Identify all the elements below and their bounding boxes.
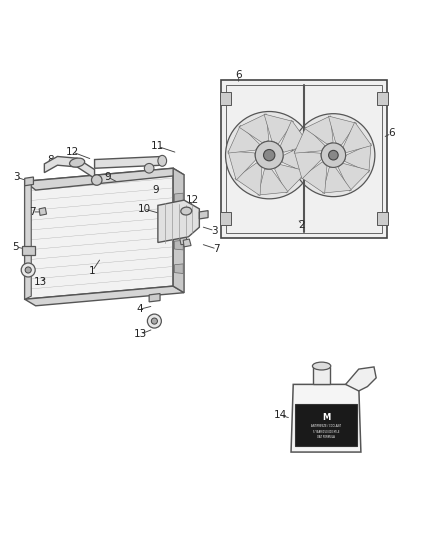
Ellipse shape [158,156,166,166]
Circle shape [25,267,31,273]
Polygon shape [328,116,357,145]
Polygon shape [304,116,333,144]
Polygon shape [174,193,183,203]
Text: 14: 14 [273,410,287,420]
Ellipse shape [312,362,331,370]
Polygon shape [313,367,330,384]
Polygon shape [338,164,370,191]
Polygon shape [158,200,199,243]
Polygon shape [186,220,196,229]
Text: M: M [322,413,330,422]
Polygon shape [295,404,357,446]
Polygon shape [25,179,31,299]
Text: 10: 10 [138,204,151,214]
Polygon shape [239,114,269,142]
Text: 6: 6 [388,128,395,139]
Circle shape [21,263,35,277]
Polygon shape [25,168,184,190]
Text: 3: 3 [13,172,19,182]
Polygon shape [174,264,183,273]
Text: 6: 6 [235,70,242,80]
Circle shape [292,114,375,197]
Text: 9: 9 [152,185,159,195]
Polygon shape [343,122,371,152]
Polygon shape [221,79,387,238]
Polygon shape [44,157,95,179]
Text: 11: 11 [151,141,165,151]
Polygon shape [258,169,288,195]
Polygon shape [282,143,309,173]
Polygon shape [264,114,293,144]
Circle shape [226,111,313,199]
Text: 13: 13 [34,277,47,287]
Ellipse shape [70,158,85,167]
Polygon shape [39,207,46,215]
Polygon shape [291,384,361,452]
Text: 1: 1 [89,266,95,276]
Text: 7: 7 [29,207,35,217]
Text: 12: 12 [186,195,199,205]
Polygon shape [220,212,231,225]
Text: 8: 8 [48,155,54,165]
Polygon shape [323,167,351,193]
Text: 5: 5 [13,242,19,252]
Polygon shape [173,168,184,293]
Polygon shape [378,212,388,225]
Text: 4: 4 [136,304,143,314]
Polygon shape [25,286,184,306]
Text: 7: 7 [213,244,220,254]
Polygon shape [228,125,260,153]
Polygon shape [346,367,376,391]
Polygon shape [183,239,191,247]
Polygon shape [378,92,388,105]
Polygon shape [25,168,173,299]
Polygon shape [301,162,327,193]
Polygon shape [25,177,33,185]
Text: 13: 13 [134,329,147,339]
Text: 9: 9 [104,172,111,182]
Polygon shape [280,120,309,152]
Circle shape [328,150,338,160]
Circle shape [92,175,102,185]
Text: OAT FORMULA: OAT FORMULA [317,435,335,439]
Circle shape [148,314,161,328]
Polygon shape [294,151,321,179]
Ellipse shape [181,207,192,215]
Polygon shape [149,294,160,302]
Polygon shape [174,240,183,250]
Polygon shape [95,157,162,168]
Text: ANTIFREEZE / COOLANT: ANTIFREEZE / COOLANT [311,424,341,428]
Text: 5 YEAR/150,000 MILE: 5 YEAR/150,000 MILE [313,430,339,433]
Polygon shape [220,92,231,105]
Circle shape [255,141,283,169]
Text: 12: 12 [66,147,79,157]
Polygon shape [345,143,371,172]
Polygon shape [275,165,307,193]
Polygon shape [21,246,35,255]
Circle shape [151,318,157,324]
Polygon shape [199,211,208,219]
Circle shape [321,143,346,167]
Polygon shape [294,127,325,153]
Polygon shape [228,151,255,180]
Circle shape [264,149,275,161]
Polygon shape [180,237,187,245]
Circle shape [145,164,154,173]
Polygon shape [174,217,183,227]
Text: 3: 3 [211,225,218,236]
Text: 2: 2 [299,220,305,230]
Polygon shape [235,163,262,196]
